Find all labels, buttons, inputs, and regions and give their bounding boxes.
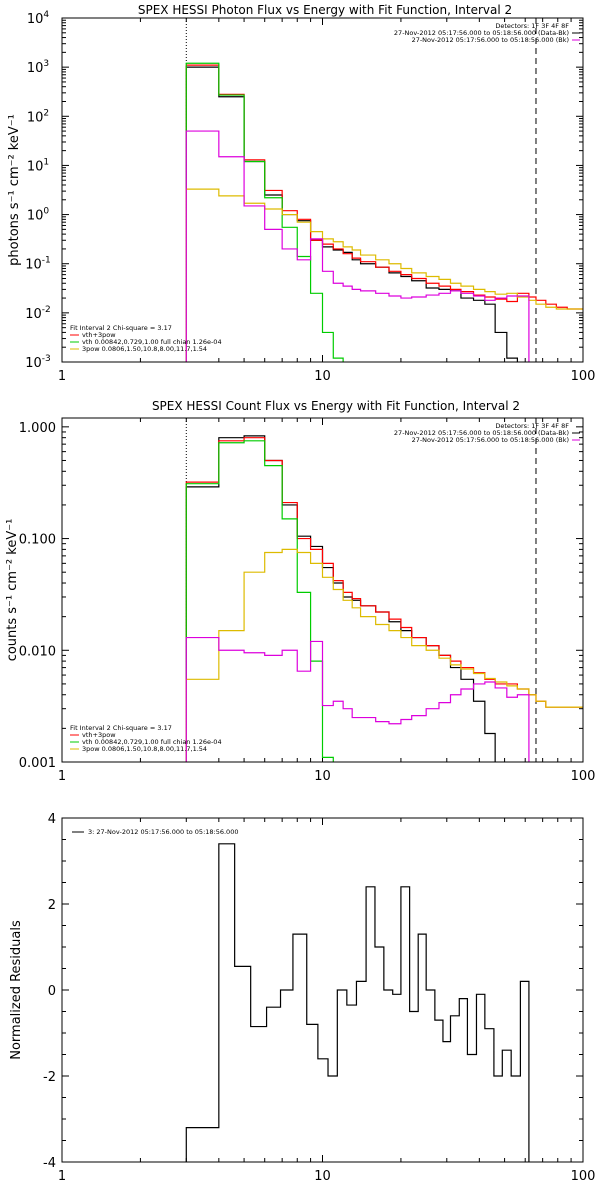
- series-3-27-nov-2012-05-17-56-000-to-05-18-56-000: [185, 843, 530, 1162]
- x-tick-label: 1: [58, 1169, 66, 1184]
- plot-frame: [61, 817, 584, 1163]
- y-tick-label: 103: [27, 59, 49, 76]
- panel-residuals: Normalized Residuals 1 10 100 -4 -2 0 2 4 3: 27-…: [9, 812, 596, 1184]
- legend-entry: vth 0.00842,0.729,1.00 full chian 1.26e-…: [82, 338, 222, 346]
- y-tick-base: 10: [25, 307, 42, 322]
- y-tick-label: 2: [48, 898, 56, 913]
- photon-plot-area: 1 10 10010-310-210-1100101102103104Detecto…: [25, 10, 595, 384]
- legend-entry: Detectors: 1F 3F 4F 8F: [495, 422, 569, 430]
- count-plot-area: 1 10 100 0.001 0.010 0.100 1.000 Detectors: 1F …: [19, 417, 596, 784]
- x-tick-label: 100: [571, 1169, 596, 1184]
- y-tick-label: 0: [48, 984, 56, 999]
- residuals-plot-area: 1 10 100 -4 -2 0 2 4 3: 27-Nov-2012 05:17:56.000…: [43, 812, 596, 1184]
- plot-frame: [61, 17, 584, 363]
- y-tick-exponent: 1: [43, 157, 49, 167]
- y-tick-label: 10-2: [25, 305, 51, 322]
- series-vth-3pow: [185, 437, 583, 762]
- y-tick-label: 10-1: [25, 256, 51, 273]
- y-tick-base: 10: [25, 258, 42, 273]
- y-tick-base: 10: [27, 209, 44, 224]
- residuals-chart-ylabel: Normalized Residuals: [9, 920, 24, 1060]
- legend-entry: vth+3pow: [82, 331, 116, 339]
- y-tick-label: -2: [43, 1070, 56, 1085]
- series-bk: [185, 130, 530, 362]
- y-tick-exponent: -1: [42, 256, 51, 266]
- series-vth-3pow: [185, 64, 583, 362]
- y-tick-label: 0.001: [19, 756, 56, 771]
- panel-count-flux: SPEX HESSI Count Flux vs Energy with Fit…: [5, 399, 596, 784]
- y-tick-label: 100: [27, 207, 50, 224]
- legend-entry: 27-Nov-2012 05:17:56.000 to 05:18:56.000…: [394, 29, 569, 37]
- photon-chart-ylabel: photons s⁻¹ cm⁻² keV⁻¹: [7, 114, 22, 266]
- y-tick-base: 10: [27, 61, 44, 76]
- legend-entry: vth 0.00842,0.729,1.00 full chian 1.26e-…: [82, 738, 222, 746]
- legend-entry: 27-Nov-2012 05:17:56.000 to 05:18:56.000…: [394, 429, 569, 437]
- legend-entry: 27-Nov-2012 05:17:56.000 to 05:18:56.000…: [412, 36, 569, 44]
- legend-entry: Detectors: 1F 3F 4F 8F: [495, 22, 569, 30]
- legend-entry: 27-Nov-2012 05:17:56.000 to 05:18:56.000…: [412, 436, 569, 444]
- y-tick-label: 0.100: [19, 533, 56, 548]
- y-tick-base: 10: [27, 12, 44, 27]
- y-tick-label: 102: [27, 108, 49, 125]
- series-bk: [185, 636, 530, 762]
- legend-entry: Fit Interval 2 Chi-square = 3.17: [70, 724, 172, 732]
- y-tick-label: 1.000: [19, 421, 56, 436]
- legend-entry: Fit Interval 2 Chi-square = 3.17: [70, 324, 172, 332]
- y-tick-exponent: 3: [43, 59, 49, 69]
- y-tick-label: 4: [48, 812, 56, 827]
- y-tick-label: 101: [27, 157, 49, 174]
- x-tick-label: 10: [314, 369, 331, 384]
- legend-entry: vth+3pow: [82, 731, 116, 739]
- y-tick-label: -4: [43, 1156, 56, 1171]
- x-tick-label: 100: [571, 369, 596, 384]
- y-tick-base: 10: [27, 110, 44, 125]
- x-tick-label: 100: [571, 769, 596, 784]
- legend-entry: 3pow 0.0806,1.50,10.8,8.00,11.7,1.54: [82, 345, 207, 353]
- legend-entry: 3: 27-Nov-2012 05:17:56.000 to 05:18:56.…: [88, 828, 238, 836]
- series-3pow: [185, 188, 583, 362]
- count-chart-title: SPEX HESSI Count Flux vs Energy with Fit…: [152, 399, 520, 413]
- y-tick-base: 10: [25, 356, 42, 371]
- series-3pow: [185, 548, 583, 762]
- count-chart-ylabel: counts s⁻¹ cm⁻² keV⁻¹: [5, 519, 20, 662]
- photon-chart-title: SPEX HESSI Photon Flux vs Energy with Fi…: [138, 3, 512, 17]
- y-tick-label: 0.010: [19, 644, 56, 659]
- y-tick-label: 10-3: [25, 354, 51, 371]
- y-tick-base: 10: [27, 159, 44, 174]
- series-data-bk: [185, 435, 496, 762]
- x-tick-label: 10: [314, 769, 331, 784]
- y-tick-exponent: -2: [42, 305, 51, 315]
- legend-entry: 3pow 0.0806,1.50,10.8,8.00,11.7,1.54: [82, 745, 207, 753]
- y-tick-label: 104: [27, 10, 50, 27]
- x-tick-label: 1: [58, 369, 66, 384]
- plot-frame: [61, 417, 584, 763]
- x-tick-label: 10: [314, 1169, 331, 1184]
- panel-photon-flux: SPEX HESSI Photon Flux vs Energy with Fi…: [7, 3, 595, 384]
- y-tick-exponent: -3: [42, 354, 51, 364]
- y-tick-exponent: 4: [43, 10, 49, 20]
- series-data-bk: [185, 66, 519, 362]
- y-tick-exponent: 0: [43, 207, 49, 217]
- series-vth: [185, 62, 344, 362]
- x-tick-label: 1: [58, 769, 66, 784]
- y-tick-exponent: 2: [43, 108, 49, 118]
